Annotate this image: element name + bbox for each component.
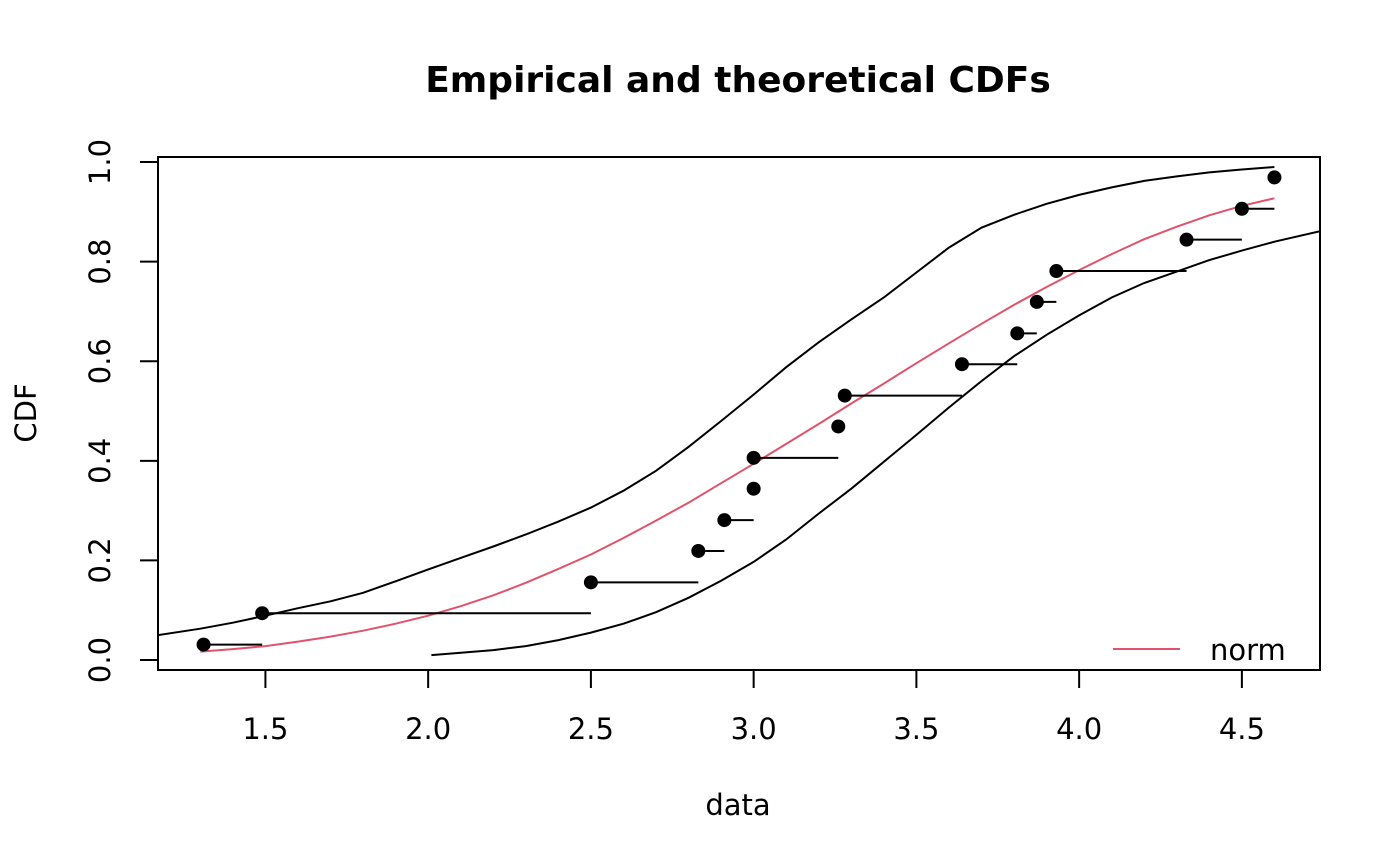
- y-tick-label-0: 0.0: [83, 637, 117, 683]
- x-tick-label-4: 3.5: [893, 712, 939, 746]
- legend-label-norm: norm: [1210, 633, 1286, 667]
- x-tick-label-3: 3.0: [731, 712, 777, 746]
- ecdf-point-8: [837, 388, 852, 403]
- y-tick-label-5: 1.0: [83, 139, 117, 185]
- y-tick-label-4: 0.8: [83, 239, 117, 285]
- x-tick-label-6: 4.5: [1219, 712, 1265, 746]
- series-line-0: [200, 197, 1275, 653]
- ecdf-point-11: [1029, 294, 1044, 309]
- legend: norm: [1113, 633, 1286, 667]
- ecdf-point-13: [1179, 232, 1194, 247]
- ecdf-point-10: [1010, 326, 1025, 341]
- ecdf-point-1: [255, 606, 270, 621]
- x-axis-label: data: [705, 788, 770, 822]
- ecdf-layer: [196, 170, 1282, 652]
- y-tick-label-1: 0.2: [83, 537, 117, 583]
- y-axis-label: CDF: [9, 383, 43, 442]
- series-layer: [158, 166, 1320, 657]
- series-line-1: [158, 166, 1275, 637]
- ecdf-point-6: [746, 450, 761, 465]
- y-axis: 0.0 0.2 0.4 0.6 0.8 1.0: [83, 139, 159, 683]
- ecdf-point-12: [1049, 264, 1064, 279]
- x-axis: 1.5 2.0 2.5 3.0 3.5 4.0 4.5: [242, 669, 1265, 746]
- ecdf-point-7: [831, 419, 846, 434]
- ecdf-point-0: [196, 637, 211, 652]
- y-tick-label-2: 0.4: [83, 438, 117, 484]
- ecdf-point-15: [1267, 170, 1282, 185]
- series-line-2: [431, 230, 1320, 657]
- ecdf-point-5: [746, 481, 761, 496]
- chart-title: Empirical and theoretical CDFs: [425, 60, 1051, 101]
- ecdf-point-4: [717, 513, 732, 528]
- ecdf-point-2: [583, 575, 598, 590]
- x-tick-label-5: 4.0: [1056, 712, 1102, 746]
- y-tick-label-3: 0.6: [83, 338, 117, 384]
- x-tick-label-0: 1.5: [242, 712, 288, 746]
- x-tick-label-1: 2.0: [405, 712, 451, 746]
- ecdf-point-14: [1234, 201, 1249, 216]
- x-tick-label-2: 2.5: [568, 712, 614, 746]
- ecdf-point-9: [954, 357, 969, 372]
- ecdf-point-3: [691, 543, 706, 558]
